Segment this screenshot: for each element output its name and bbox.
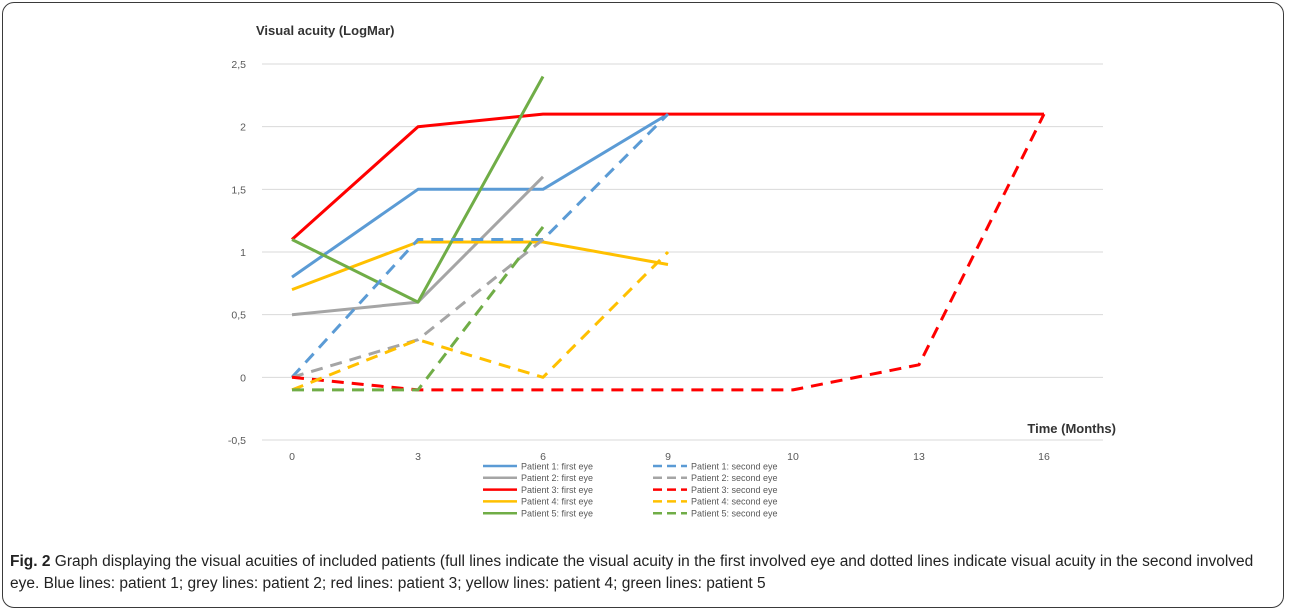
axis-layer: Visual acuity (LogMar) Time (Months) 2,5…	[228, 23, 1116, 463]
legend-label: Patient 1: first eye	[521, 461, 593, 471]
legend-label: Patient 1: second eye	[691, 461, 778, 471]
y-tick-label: 0,5	[231, 310, 246, 322]
line-chart: Visual acuity (LogMar) Time (Months) 2,5…	[228, 23, 1116, 519]
series-line-4	[291, 238, 544, 379]
legend-label: Patient 2: first eye	[521, 473, 593, 483]
legend-label: Patient 5: second eye	[691, 509, 778, 519]
series-line-9	[291, 75, 545, 304]
legend-label: Patient 4: second eye	[691, 497, 778, 507]
figure-caption: Fig. 2 Graph displaying the visual acuit…	[10, 551, 1272, 595]
x-tick-label: 0	[289, 451, 295, 463]
y-tick-label: 1	[240, 247, 246, 259]
x-tick-label: 6	[540, 451, 546, 463]
series-line-8	[291, 250, 670, 392]
series-layer	[290, 75, 1046, 392]
legend-label: Patient 3: first eye	[521, 485, 593, 495]
y-axis-label: Visual acuity (LogMar)	[256, 23, 394, 38]
series-line-10	[292, 225, 545, 392]
y-tick-label: -0,5	[228, 435, 246, 447]
legend-label: Patient 5: first eye	[521, 509, 593, 519]
series-line-3	[291, 175, 545, 317]
legend-label: Patient 3: second eye	[691, 485, 778, 495]
y-tick-label: 1,5	[231, 184, 246, 196]
y-tick-label: 2,5	[231, 59, 246, 71]
grid-layer	[262, 63, 1103, 441]
x-axis-label: Time (Months)	[1027, 421, 1116, 436]
caption-fig-label: Fig. 2	[10, 553, 51, 570]
y-tick-label: 2	[240, 122, 246, 134]
y-tick-label: 0	[240, 372, 246, 384]
x-tick-label: 9	[665, 451, 671, 463]
legend-label: Patient 2: second eye	[691, 473, 778, 483]
caption-text: Graph displaying the visual acuities of …	[10, 553, 1254, 592]
series-line-2	[290, 113, 670, 379]
x-tick-label: 13	[913, 451, 925, 463]
series-line-7	[291, 240, 669, 292]
series-line-1	[291, 112, 669, 279]
x-tick-label: 16	[1038, 451, 1050, 463]
legend: Patient 1: first eye Patient 1: second ey…	[483, 461, 778, 519]
legend-label: Patient 4: first eye	[521, 497, 593, 507]
x-tick-label: 3	[415, 451, 421, 463]
x-tick-label: 10	[787, 451, 799, 463]
series-line-5	[290, 112, 1044, 241]
